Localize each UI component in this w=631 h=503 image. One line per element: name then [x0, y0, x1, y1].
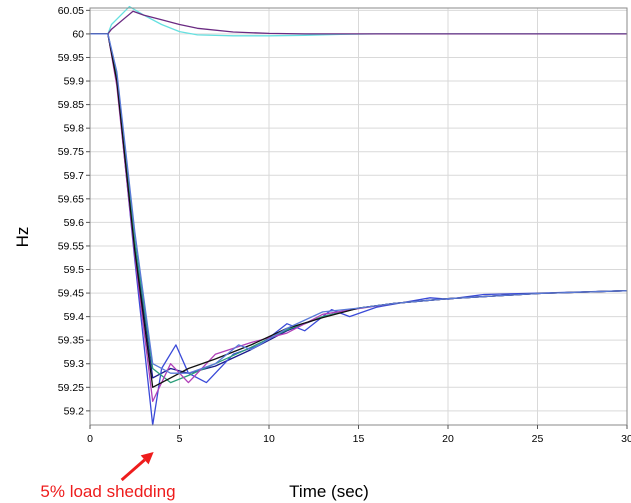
- y-tick-label: 60.05: [58, 5, 84, 17]
- x-tick-label: 20: [442, 433, 454, 445]
- load-shedding-annotation: 5% load shedding: [40, 452, 176, 501]
- x-tick-label: 5: [177, 433, 183, 445]
- x-axis-label: Time (sec): [289, 482, 369, 501]
- y-tick-label: 59.5: [64, 264, 85, 276]
- annotation-arrow-head: [140, 452, 154, 465]
- x-tick-label: 10: [263, 433, 275, 445]
- y-tick-label: 59.75: [58, 146, 84, 158]
- y-tick-label: 59.35: [58, 335, 84, 347]
- y-tick-label: 59.25: [58, 382, 84, 394]
- y-axis-ticks: 60.05 60 59.95 59.9 59.85 59.8 59.75 59.7 59.65 5…: [58, 5, 90, 417]
- y-tick-label: 60: [72, 28, 84, 40]
- y-tick-label: 59.3: [64, 358, 85, 370]
- y-tick-label: 59.6: [64, 217, 85, 229]
- grid: [89, 8, 628, 425]
- series-lines: [90, 5, 628, 426]
- y-tick-label: 59.55: [58, 240, 84, 252]
- annotation-arrow-shaft: [120, 458, 146, 482]
- annotation-text: 5% load shedding: [40, 482, 175, 501]
- y-tick-label: 59.8: [64, 123, 85, 135]
- x-tick-label: 30: [621, 433, 631, 445]
- y-tick-label: 59.65: [58, 193, 84, 205]
- x-tick-label: 0: [87, 433, 93, 445]
- y-tick-label: 59.95: [58, 52, 84, 64]
- y-tick-label: 59.9: [64, 76, 85, 88]
- x-tick-label: 15: [353, 433, 365, 445]
- series-line-2: [90, 10, 627, 35]
- y-tick-label: 59.7: [64, 170, 85, 182]
- x-tick-label: 25: [532, 433, 544, 445]
- y-tick-label: 59.2: [64, 405, 85, 417]
- y-tick-label: 59.85: [58, 99, 84, 111]
- series-line-8: [90, 33, 628, 374]
- x-axis-ticks: 0 5 10 15 20 25 30: [87, 425, 631, 445]
- y-tick-label: 59.45: [58, 288, 84, 300]
- y-tick-label: 59.4: [64, 311, 85, 323]
- y-axis-label: Hz: [13, 227, 32, 248]
